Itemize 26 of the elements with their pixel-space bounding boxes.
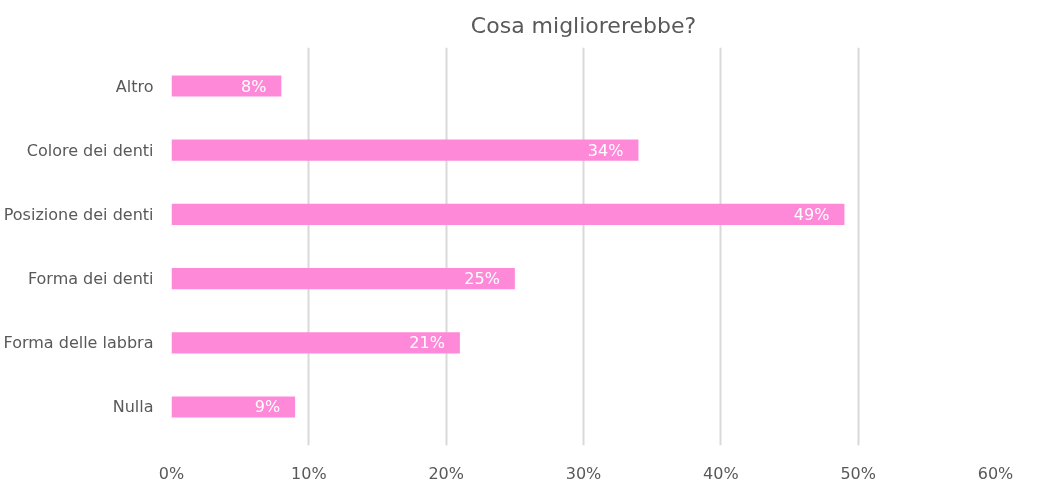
- y-tick-label: Altro: [115, 76, 154, 96]
- y-tick-label: Nulla: [112, 397, 154, 417]
- bar: [171, 203, 845, 225]
- x-tick-label: 0%: [158, 463, 185, 483]
- y-tick-label: Forma dei denti: [27, 269, 154, 289]
- bar: [171, 332, 460, 354]
- data-label: 34%: [587, 140, 624, 160]
- chart-title: Cosa migliorerebbe?: [470, 12, 697, 38]
- x-tick-label: 10%: [291, 463, 327, 483]
- x-tick-label: 20%: [428, 463, 464, 483]
- bar: [171, 139, 639, 161]
- bar: [171, 396, 296, 418]
- data-label: 25%: [464, 269, 500, 289]
- x-tick-label: 60%: [977, 463, 1014, 483]
- y-tick-label: Posizione dei denti: [3, 204, 154, 224]
- y-tick-label: Colore dei denti: [26, 140, 154, 160]
- data-label: 9%: [254, 397, 281, 417]
- data-label: 49%: [793, 204, 830, 224]
- x-tick-label: 30%: [565, 463, 602, 483]
- x-tick-label: 50%: [840, 463, 876, 483]
- data-label: 8%: [240, 76, 267, 96]
- y-tick-label: Forma delle labbra: [3, 333, 154, 353]
- x-tick-label: 40%: [703, 463, 739, 483]
- bar: [171, 268, 515, 290]
- data-label: 21%: [409, 333, 445, 353]
- bar: [171, 75, 282, 97]
